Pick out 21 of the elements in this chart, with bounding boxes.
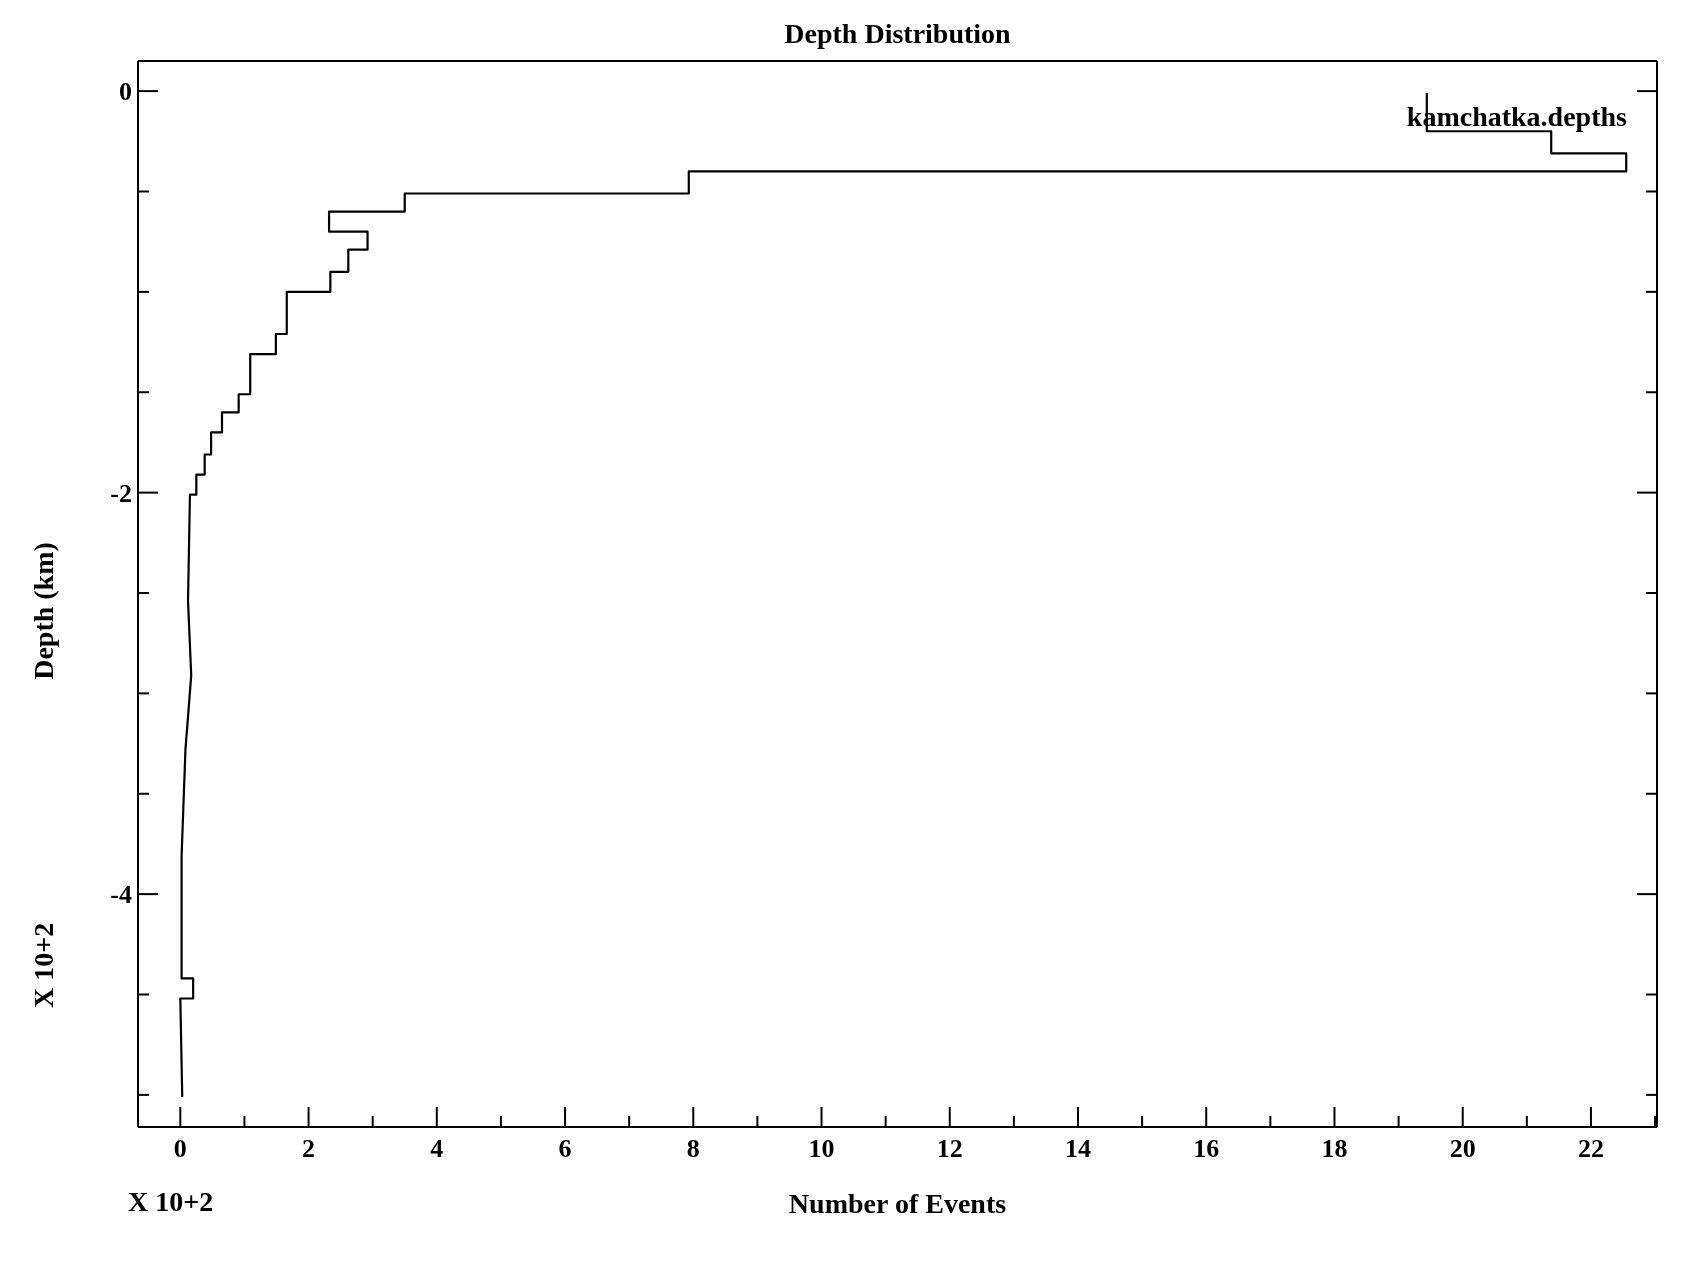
text: X 10+2 <box>28 922 60 1008</box>
line-series <box>179 92 1628 1098</box>
x-tick-label: 20 <box>1449 1134 1476 1163</box>
x-axis-title: Number of Events <box>788 1188 1007 1220</box>
x-tick-label: 18 <box>1321 1134 1348 1163</box>
y-tick-label: -4 <box>110 880 132 910</box>
x-tick-label: 8 <box>686 1134 700 1163</box>
y-tick-label: -2 <box>110 478 132 508</box>
x-tick-label: 10 <box>808 1134 835 1163</box>
x-tick-label: 2 <box>302 1134 316 1163</box>
y-tick-label: 0 <box>119 77 132 107</box>
chart-title: Depth Distribution <box>784 18 1011 50</box>
x-tick-label: 12 <box>936 1134 963 1163</box>
x-tick-label: 6 <box>558 1134 572 1163</box>
x-tick-label: 22 <box>1577 1134 1604 1163</box>
text: X 10+2 <box>128 1186 214 1218</box>
y-axis-title: Depth (km) <box>28 541 60 680</box>
x-tick-label: 4 <box>430 1134 444 1163</box>
x-tick-label: 16 <box>1193 1134 1220 1163</box>
x-tick-label: 0 <box>173 1134 187 1163</box>
x-tick-label: 14 <box>1065 1134 1091 1163</box>
